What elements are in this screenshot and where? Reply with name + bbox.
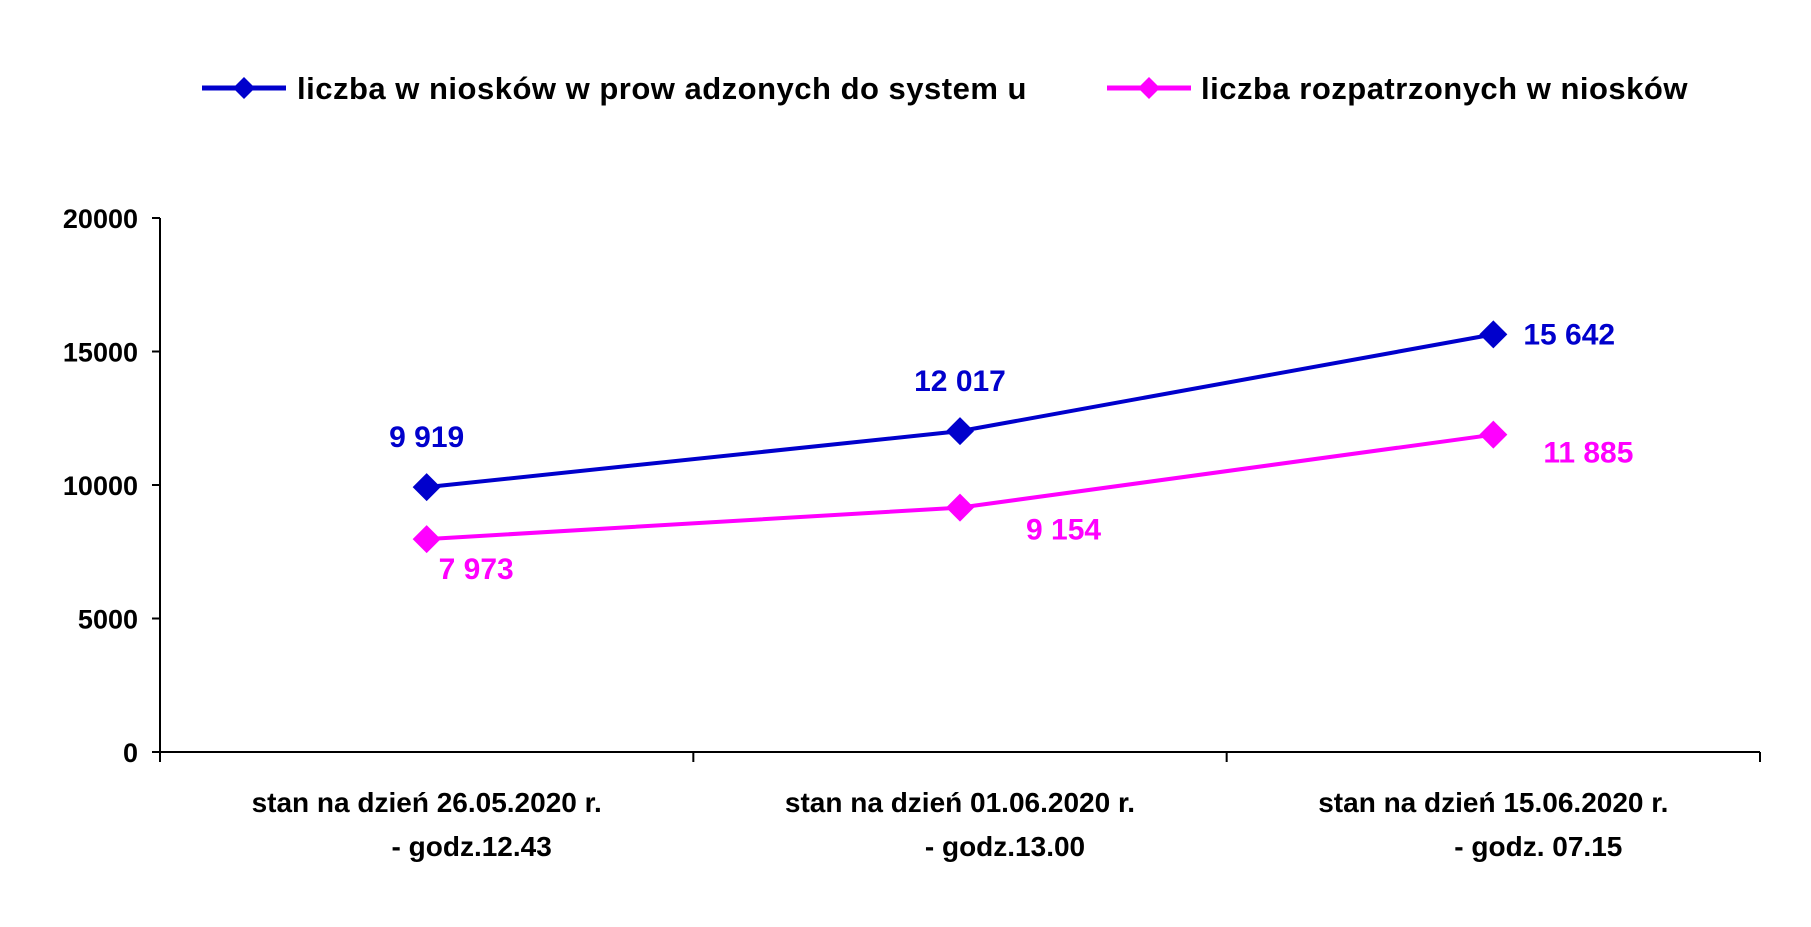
x-category-label-line2: - godz. 07.15 bbox=[1454, 831, 1622, 862]
series-1-point bbox=[946, 417, 974, 446]
x-category-label-line1: stan na dzień 01.06.2020 r. bbox=[785, 787, 1135, 818]
series-2-point bbox=[946, 493, 974, 522]
axes: 0 5000 10000 15000 20000 stan na dzień 26.05.… bbox=[63, 204, 1761, 862]
legend: liczba w niosków w prow adzonych do syst… bbox=[202, 71, 1688, 106]
y-tick-label: 5000 bbox=[78, 605, 138, 635]
legend-marker-2 bbox=[1138, 77, 1160, 99]
y-tick-label: 0 bbox=[123, 738, 138, 768]
data-label: 11 885 bbox=[1543, 437, 1633, 470]
data-label: 9 919 bbox=[389, 421, 464, 454]
series-line-2 bbox=[426, 432, 1494, 542]
x-category-label-line2: - godz.13.00 bbox=[925, 831, 1085, 862]
series-2-point bbox=[412, 525, 441, 554]
x-category-label-line2: - godz.12.43 bbox=[392, 831, 552, 862]
data-labels: 9 919 12 017 15 642 7 973 9 154 11 885 bbox=[389, 318, 1633, 586]
legend-label-2: liczba rozpatrzonych w niosków bbox=[1201, 71, 1688, 106]
series-group bbox=[412, 320, 1508, 554]
series-line-1 bbox=[426, 332, 1494, 490]
data-label: 15 642 bbox=[1523, 318, 1615, 351]
y-tick-label: 10000 bbox=[63, 471, 138, 501]
legend-label-1: liczba w niosków w prow adzonych do syst… bbox=[297, 71, 1027, 106]
data-label: 12 017 bbox=[914, 365, 1006, 398]
series-1-point bbox=[412, 473, 441, 502]
legend-marker-1 bbox=[233, 77, 255, 99]
y-tick-label: 20000 bbox=[63, 204, 138, 234]
x-category-label-line1: stan na dzień 26.05.2020 r. bbox=[252, 787, 602, 818]
series-2-point bbox=[1479, 420, 1508, 449]
data-label: 7 973 bbox=[439, 553, 514, 586]
series-1-point bbox=[1479, 320, 1508, 349]
y-tick-label: 15000 bbox=[63, 338, 138, 368]
x-category-label-line1: stan na dzień 15.06.2020 r. bbox=[1318, 787, 1668, 818]
data-label: 9 154 bbox=[1026, 514, 1101, 547]
